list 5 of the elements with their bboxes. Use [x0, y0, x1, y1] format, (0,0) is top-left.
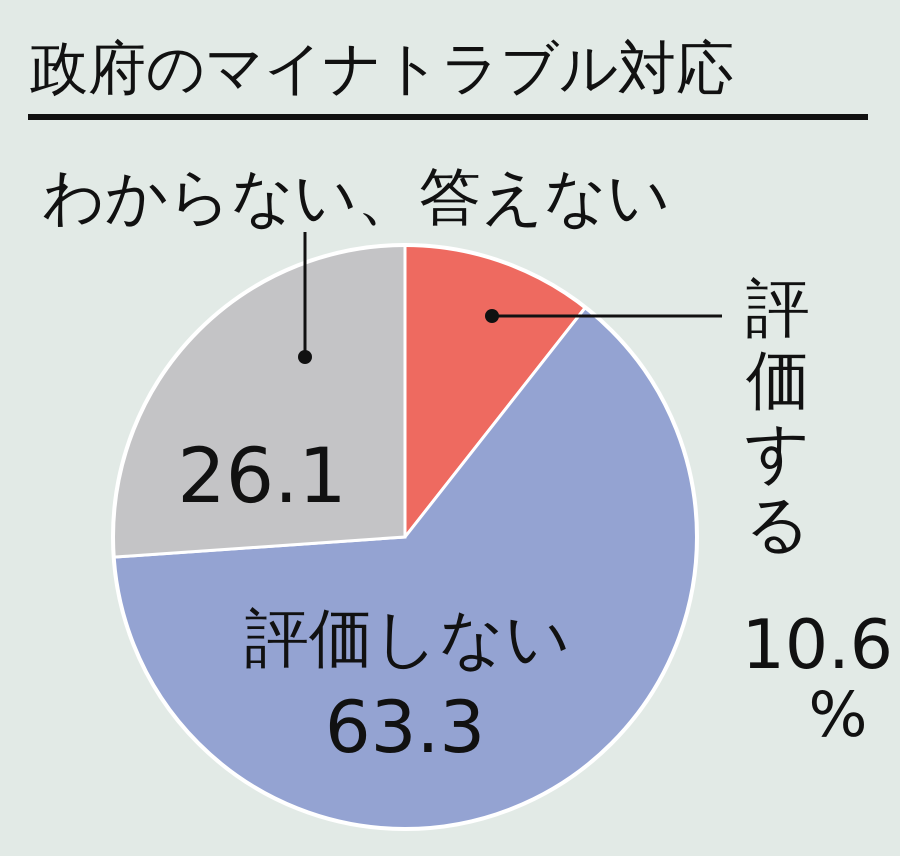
data-label: 10.6%: [742, 606, 893, 751]
slice-label: わからない、答えない: [42, 160, 670, 233]
data-label: 26.1: [177, 431, 347, 520]
slice-label: 評価する: [745, 272, 811, 562]
title: 政府のマイナトラブル対応: [30, 34, 734, 102]
